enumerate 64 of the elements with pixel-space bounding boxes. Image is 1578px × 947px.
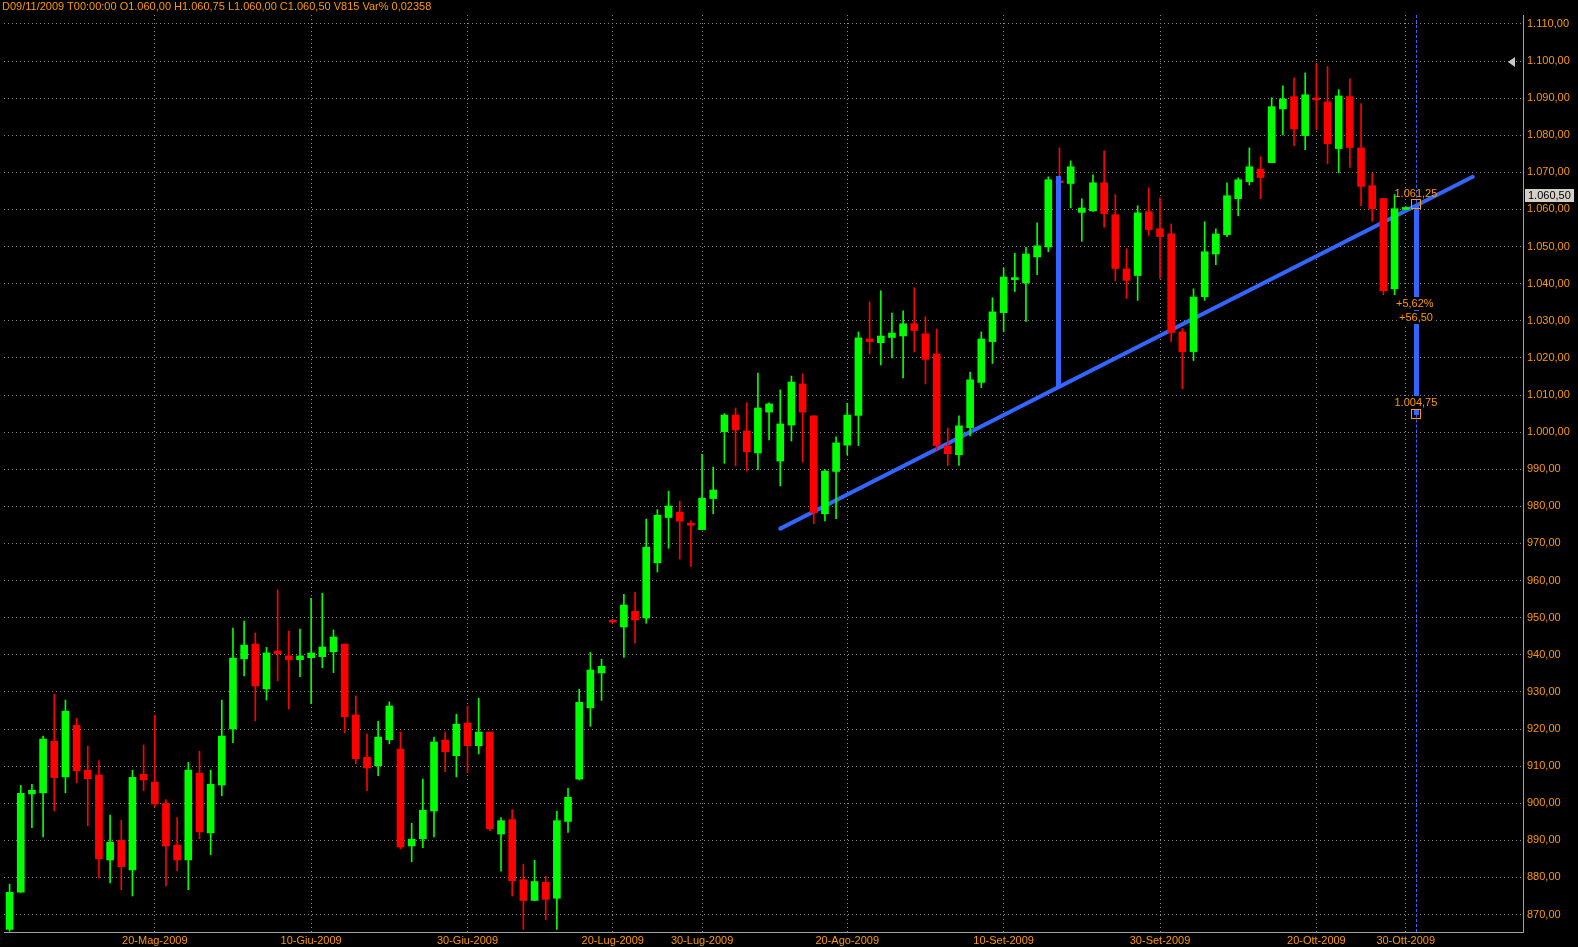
candlestick <box>284 630 293 710</box>
candlestick <box>943 427 952 466</box>
x-tick-label: 20-Ago-2009 <box>815 933 880 946</box>
y-tick-label: 960,00 <box>1527 573 1561 586</box>
annotation: +5,62% <box>1394 297 1436 310</box>
candlestick <box>1077 198 1086 242</box>
candlestick <box>687 520 695 567</box>
candlestick <box>296 628 304 678</box>
candlestick <box>876 290 885 366</box>
x-tick-label: 30-Giu-2009 <box>436 933 499 946</box>
x-tick-label: 10-Set-2009 <box>973 933 1034 946</box>
y-tick-label: 870,00 <box>1527 907 1561 920</box>
text: 1.060,50 <box>1525 189 1574 202</box>
y-tick-label: 1.020,00 <box>1527 350 1570 363</box>
y-tick-label: 1.010,00 <box>1527 388 1570 401</box>
x-tick-label: 10-Giu-2009 <box>280 933 342 946</box>
annotation: +56,50 <box>1397 311 1435 324</box>
candlestick <box>675 500 684 560</box>
y-tick-label: 900,00 <box>1527 796 1561 809</box>
x-tick-label: 30-Set-2009 <box>1129 933 1191 946</box>
candlestick <box>899 310 907 379</box>
candlestick <box>28 783 36 829</box>
annotation: 1.004,75 <box>1392 396 1440 410</box>
y-tick-label: 910,00 <box>1527 759 1561 772</box>
x-tick-label: 30-Lug-2009 <box>670 933 734 946</box>
candlestick <box>631 592 639 644</box>
y-tick-label: 1.110,00 <box>1527 16 1570 29</box>
y-tick-label: 1.080,00 <box>1527 128 1570 141</box>
text: D09/11/2009 T00:00:00 O1.060,00 H1.060,75 L1.060,00 C1.060,50 V815 Var% 0,02358 <box>2 0 432 13</box>
x-tick-label: 20-Ott-2009 <box>1287 933 1346 946</box>
candlestick <box>709 466 718 515</box>
candlestick <box>363 733 371 791</box>
x-tick-label: 20-Mag-2009 <box>122 933 188 946</box>
y-tick-label: 940,00 <box>1527 647 1561 660</box>
y-tick-label: 1.030,00 <box>1527 313 1570 326</box>
x-tick-label: 20-Lug-2009 <box>581 933 644 946</box>
y-tick-label: 950,00 <box>1527 610 1561 623</box>
y-tick-label: 880,00 <box>1527 870 1561 883</box>
candlestick <box>1033 222 1041 276</box>
candlestick <box>307 598 315 705</box>
y-tick-label: 1.040,00 <box>1527 276 1570 289</box>
candlestick <box>1156 197 1164 279</box>
candlestick <box>888 312 896 359</box>
y-tick-label: 970,00 <box>1527 536 1561 549</box>
candlestick <box>407 822 416 863</box>
y-tick-label: 930,00 <box>1527 684 1561 697</box>
y-tick-label: 990,00 <box>1527 462 1561 475</box>
x-tick-label: 30-Ott-2009 <box>1376 933 1436 946</box>
candlestick <box>318 592 327 669</box>
y-tick-label: 1.100,00 <box>1527 54 1570 67</box>
candlestick <box>765 402 773 441</box>
y-tick-label: 980,00 <box>1527 499 1561 512</box>
candlestick <box>1279 85 1287 136</box>
candlestick <box>83 745 92 827</box>
y-tick-label: 1.090,00 <box>1527 91 1570 104</box>
y-tick-label: 1.000,00 <box>1527 425 1570 438</box>
candlestick <box>150 714 159 808</box>
y-tick-label: 920,00 <box>1527 722 1561 735</box>
y-tick-label: 1.060,00 <box>1527 202 1570 215</box>
y-tick-label: 890,00 <box>1527 833 1561 846</box>
y-tick-label: 1.050,00 <box>1527 239 1570 252</box>
candlestick <box>1010 252 1019 292</box>
y-tick-label: 1.070,00 <box>1527 165 1570 178</box>
candlestick <box>910 287 919 353</box>
